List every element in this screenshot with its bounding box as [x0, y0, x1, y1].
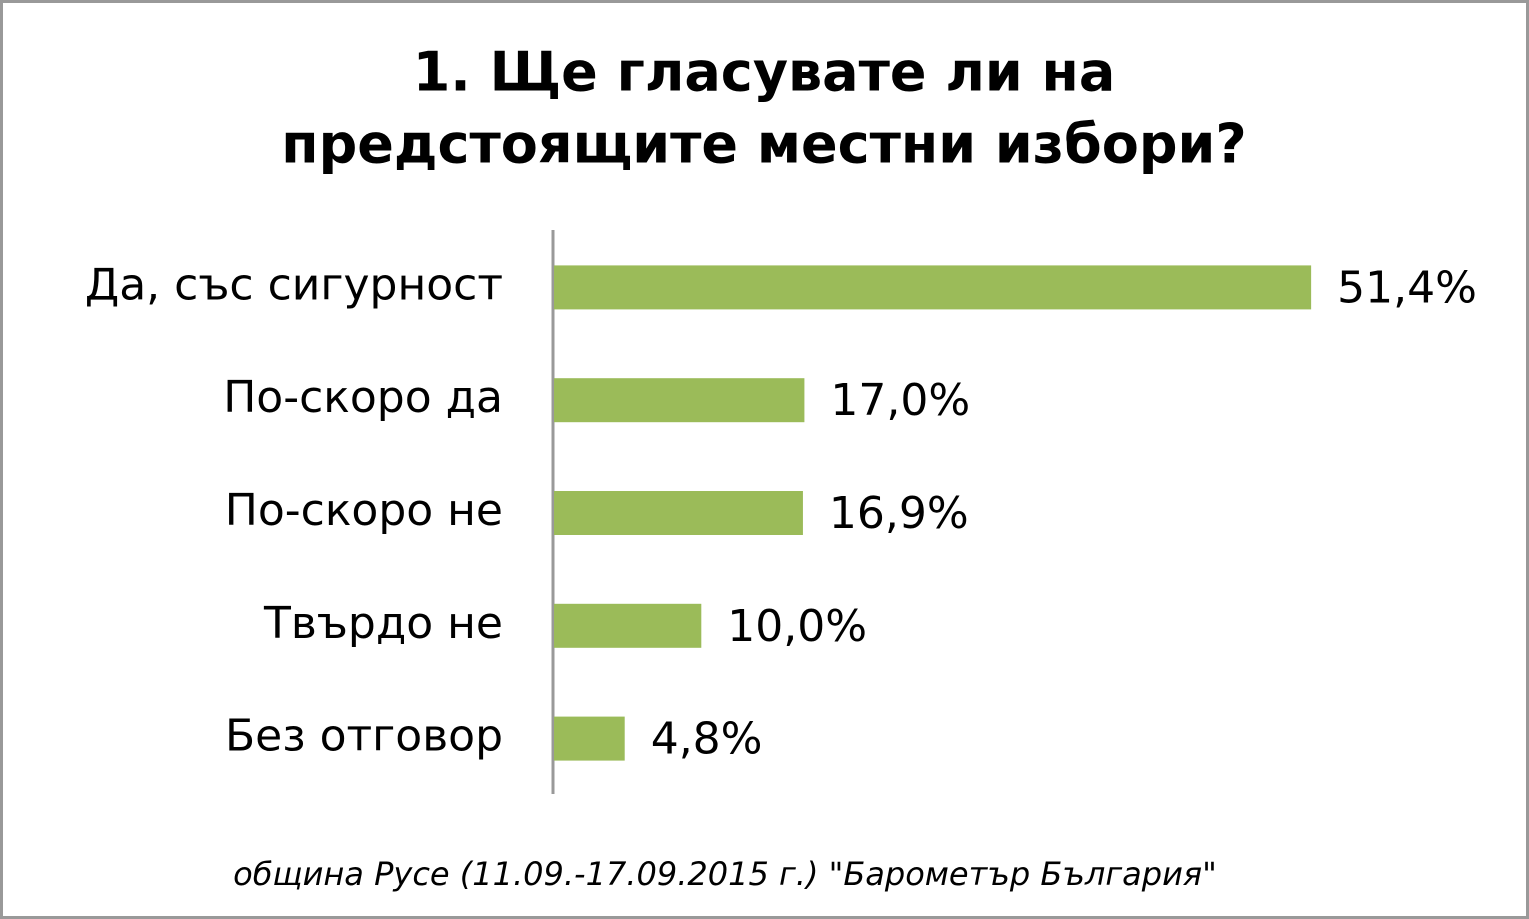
- value-label: 4,8%: [651, 714, 763, 765]
- bar: [554, 265, 1312, 310]
- category-label: По-скоро да: [223, 372, 503, 423]
- value-label: 51,4%: [1337, 262, 1477, 313]
- value-label: 16,9%: [829, 488, 969, 539]
- bar: [554, 716, 625, 761]
- category-label: Без отговор: [225, 711, 503, 762]
- source-note: община Русе (11.09.-17.09.2015 г.) "Баро…: [233, 855, 1217, 893]
- bar: [554, 603, 702, 648]
- category-label: По-скоро не: [225, 485, 503, 536]
- value-label: 17,0%: [830, 375, 970, 426]
- chart-title: 1. Ще гласувате ли на: [413, 41, 1116, 104]
- bar: [554, 491, 803, 535]
- chart-title: предстоящите местни избори?: [281, 113, 1246, 176]
- category-label: Да, със сигурност: [85, 259, 503, 310]
- value-label: 10,0%: [727, 601, 867, 652]
- bar: [554, 378, 805, 423]
- category-label: Твърдо не: [263, 598, 503, 649]
